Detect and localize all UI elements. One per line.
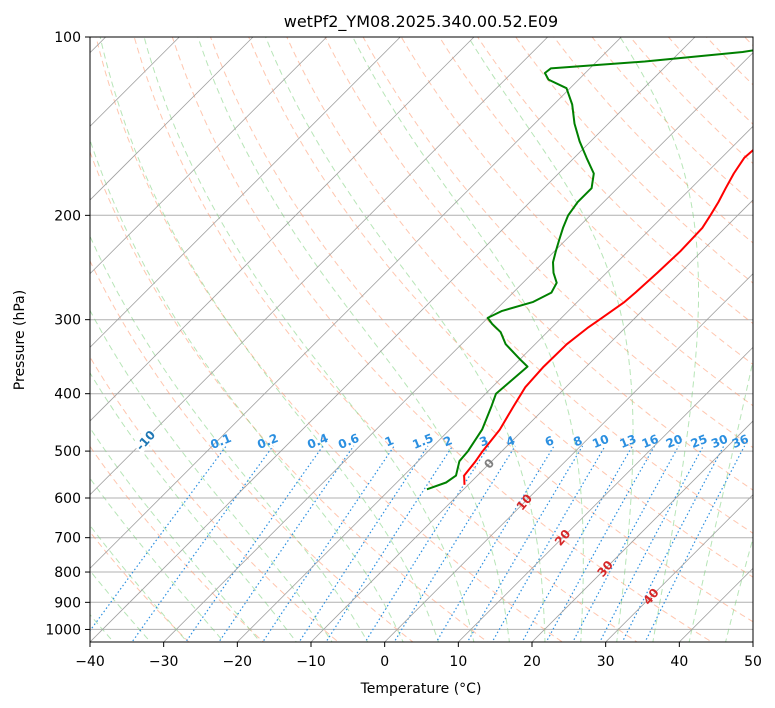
y-tick-label: 600: [54, 491, 81, 507]
y-tick-label: 1000: [45, 622, 81, 638]
x-tick-label: −10: [296, 654, 326, 670]
skewed-isotherm: [237, 125, 753, 642]
y-axis-label: Pressure (hPa): [12, 290, 28, 390]
y-tick-label: 300: [54, 313, 81, 329]
moist-adiabat: [352, 37, 584, 642]
mixing-ratio-line: [262, 445, 395, 642]
mixing-ratio-line: [545, 445, 656, 642]
moist-adiabat: [90, 235, 369, 642]
moist-adiabat: [90, 371, 297, 642]
skewed-isotherms: [90, 37, 753, 642]
dry-adiabat: [90, 150, 489, 642]
mixing-ratio-label: 10: [590, 432, 611, 451]
y-tick-label: 500: [54, 444, 81, 460]
dry-adiabat: [477, 37, 753, 325]
mixing-ratio-line: [435, 445, 555, 642]
y-tick-label: 900: [54, 595, 81, 611]
mixing-ratio-line: [599, 445, 704, 642]
moist-adiabat: [90, 477, 225, 642]
mixing-ratio-line: [218, 445, 355, 642]
skewed-isotherm: [90, 37, 475, 422]
skewed-isotherm: [163, 52, 753, 642]
x-tick-label: 30: [597, 654, 615, 670]
moist-adiabat: [619, 37, 699, 642]
y-tick-label: 800: [54, 565, 81, 581]
dry-adiabat: [248, 37, 753, 578]
mixing-ratio-label: 36: [730, 432, 751, 451]
skewed-isotherm: [90, 37, 548, 496]
dry-adiabat: [90, 259, 414, 642]
dry-adiabat: [400, 37, 753, 407]
mixing-ratio-line: [521, 445, 634, 642]
moist-adiabat: [90, 138, 404, 642]
y-tick-label: 200: [54, 208, 81, 224]
moist-adiabat: [688, 358, 753, 642]
theta-label-bg: [131, 426, 159, 454]
mixing-ratio-label: 16: [640, 432, 661, 451]
moist-adiabat: [725, 536, 753, 642]
skewed-isotherm: [90, 37, 696, 642]
dry-adiabat: [95, 37, 564, 642]
moist-adiabats: [90, 37, 753, 642]
x-tick-label: −20: [223, 654, 253, 670]
moist-adiabat: [197, 37, 510, 642]
chart-title: wetPf2_YM08.2025.340.00.52.E09: [284, 12, 558, 32]
y-tick-label: 700: [54, 531, 81, 547]
moist-adiabat: [265, 37, 546, 642]
profile-series: [426, 49, 753, 491]
mixing-ratio-line: [393, 445, 516, 642]
dry-adiabat: [362, 37, 753, 449]
skewed-isotherm: [90, 37, 622, 569]
moist-adiabat: [90, 427, 261, 642]
mixing-ratio-line: [572, 445, 680, 642]
skewed-isotherm: [310, 199, 753, 642]
mixing-ratio-label: 30: [709, 432, 730, 451]
temperature-profile: [463, 148, 753, 485]
moist-adiabat: [99, 37, 440, 642]
x-tick-label: −30: [149, 654, 179, 670]
x-tick-label: 40: [670, 654, 688, 670]
skewed-isotherm: [458, 346, 753, 642]
skewed-isotherm: [531, 420, 753, 642]
skewed-isotherm: [90, 37, 254, 201]
skewed-isotherm: [90, 37, 401, 348]
mixing-ratio-line: [466, 445, 584, 642]
y-axis-ticks: 100 200 300 400 500 600 700 800 900 1000: [45, 30, 90, 638]
mixing-ratio-label: 20: [664, 432, 685, 451]
x-tick-label: 0: [380, 654, 389, 670]
mixing-ratio-label: 25: [689, 432, 710, 451]
x-tick-label: −40: [75, 654, 105, 670]
dry-adiabat: [90, 356, 340, 642]
mixing-ratio-line: [644, 445, 746, 642]
dry-adiabat: [286, 37, 753, 534]
moist-adiabat: [467, 37, 634, 642]
grid-lines: [90, 37, 753, 630]
skewed-isotherm: [605, 494, 753, 642]
plot-frame: [89, 36, 754, 643]
x-axis-label: Temperature (°C): [360, 681, 482, 697]
moist-adiabat: [143, 37, 475, 642]
skewed-isotherm: [384, 273, 753, 642]
mixing-ratio-line: [364, 445, 490, 642]
dewpoint-profile: [426, 49, 753, 491]
x-tick-label: 10: [449, 654, 467, 670]
y-tick-label: 400: [54, 387, 81, 403]
moist-adiabat: [90, 524, 188, 642]
x-tick-label: 50: [744, 654, 762, 670]
mixing-ratio-line: [491, 445, 606, 642]
x-tick-label: 20: [523, 654, 541, 670]
x-axis-ticks: −40 −30 −20 −10 0 10 20 30 40 50: [75, 642, 762, 670]
y-tick-label: 100: [54, 30, 81, 46]
dry-adiabat: [90, 445, 265, 642]
skewed-isotherm: [90, 37, 327, 275]
mixing-ratio-label: 13: [618, 432, 639, 451]
